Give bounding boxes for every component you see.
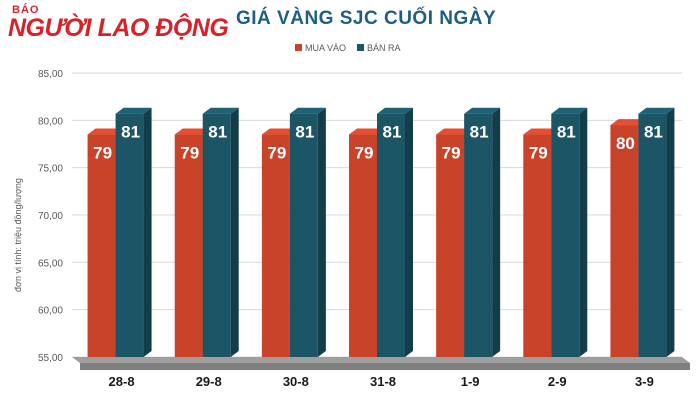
- data-label: 81: [383, 123, 402, 142]
- bar-ban-ra-top: [202, 107, 239, 114]
- bar-mua-vao: [261, 134, 290, 357]
- bar-mua-vao-top: [610, 119, 647, 126]
- bar-ban-ra: [115, 113, 144, 357]
- bar-mua-vao: [523, 134, 552, 357]
- bar-ban-ra-top: [464, 107, 501, 114]
- x-tick-label: 29-8: [196, 374, 222, 389]
- bar-mua-vao-top: [436, 128, 473, 135]
- y-tick-label: 55,00: [38, 353, 63, 364]
- x-tick-label: 28-8: [109, 374, 135, 389]
- y-tick-label: 60,00: [38, 306, 63, 317]
- y-tick-label: 80,00: [38, 116, 63, 127]
- data-label: 79: [355, 144, 374, 163]
- bar-ban-ra: [289, 113, 318, 357]
- bar-ban-ra-top: [638, 107, 675, 114]
- bar-mua-vao-top: [261, 128, 298, 135]
- data-label: 79: [529, 144, 548, 163]
- logo-small-text: BÁO: [12, 4, 40, 16]
- bar-mua-vao: [610, 125, 639, 357]
- bar-mua-vao: [436, 134, 465, 357]
- bar-ban-ra-top: [377, 107, 413, 114]
- bar-ban-ra-top: [115, 107, 152, 114]
- bar-ban-ra-side: [143, 107, 152, 357]
- bar-mua-vao-top: [174, 128, 211, 135]
- bar-ban-ra-top: [551, 107, 588, 114]
- y-tick-label: 85,00: [38, 69, 63, 80]
- legend-swatch-ban-ra: [357, 44, 364, 51]
- bar-mua-vao-top: [523, 128, 560, 135]
- bar-ban-ra: [377, 113, 405, 357]
- data-label: 81: [208, 123, 227, 142]
- data-label: 81: [557, 123, 576, 142]
- x-tick-label: 1-9: [461, 374, 480, 389]
- x-tick-label: 30-8: [283, 374, 309, 389]
- bar-ban-ra-side: [666, 107, 675, 357]
- data-label: 79: [442, 144, 461, 163]
- bar-ban-ra-side: [317, 107, 326, 357]
- legend-label: BÁN RA: [367, 43, 401, 53]
- bar-ban-ra-side: [230, 107, 239, 357]
- bar-mua-vao-top: [87, 128, 124, 135]
- x-tick-label: 31-8: [370, 374, 396, 389]
- bar-ban-ra-side: [492, 107, 501, 357]
- chart-floor-front: [80, 363, 690, 370]
- data-label: 79: [180, 144, 199, 163]
- data-label: 81: [470, 123, 489, 142]
- chart-title: GIÁ VÀNG SJC CUỐI NGÀY: [236, 8, 497, 29]
- x-tick-label: 2-9: [548, 374, 567, 389]
- y-tick-label: 65,00: [38, 258, 63, 269]
- y-tick-label: 75,00: [38, 164, 63, 175]
- legend-swatch-mua-vao: [295, 44, 302, 51]
- data-label: 80: [616, 134, 635, 153]
- brand-logo: BÁO NGƯỜI LAO ĐỘNG: [8, 4, 229, 44]
- bar-ban-ra: [464, 113, 493, 357]
- bar-ban-ra: [202, 113, 231, 357]
- bar-mua-vao: [349, 134, 377, 357]
- data-label: 79: [93, 144, 112, 163]
- y-axis-title: đơn vị tính: triệu đồng/lượng: [13, 178, 23, 292]
- bar-ban-ra: [638, 113, 667, 357]
- data-label: 81: [644, 123, 663, 142]
- bar-mua-vao-top: [349, 128, 385, 135]
- bar-ban-ra-side: [405, 107, 413, 357]
- legend-label: MUA VÀO: [305, 43, 346, 53]
- bar-mua-vao: [174, 134, 203, 357]
- data-label: 81: [295, 123, 314, 142]
- bar-ban-ra: [551, 113, 580, 357]
- bar-ban-ra-side: [579, 107, 588, 357]
- data-label: 81: [121, 123, 140, 142]
- logo-main-text: NGƯỜI LAO ĐỘNG: [8, 14, 229, 42]
- y-tick-label: 70,00: [38, 211, 63, 222]
- chart-floor: [72, 357, 690, 363]
- bar-mua-vao: [87, 134, 116, 357]
- x-tick-label: 3-9: [635, 374, 654, 389]
- bar-ban-ra-top: [289, 107, 326, 114]
- data-label: 79: [267, 144, 286, 163]
